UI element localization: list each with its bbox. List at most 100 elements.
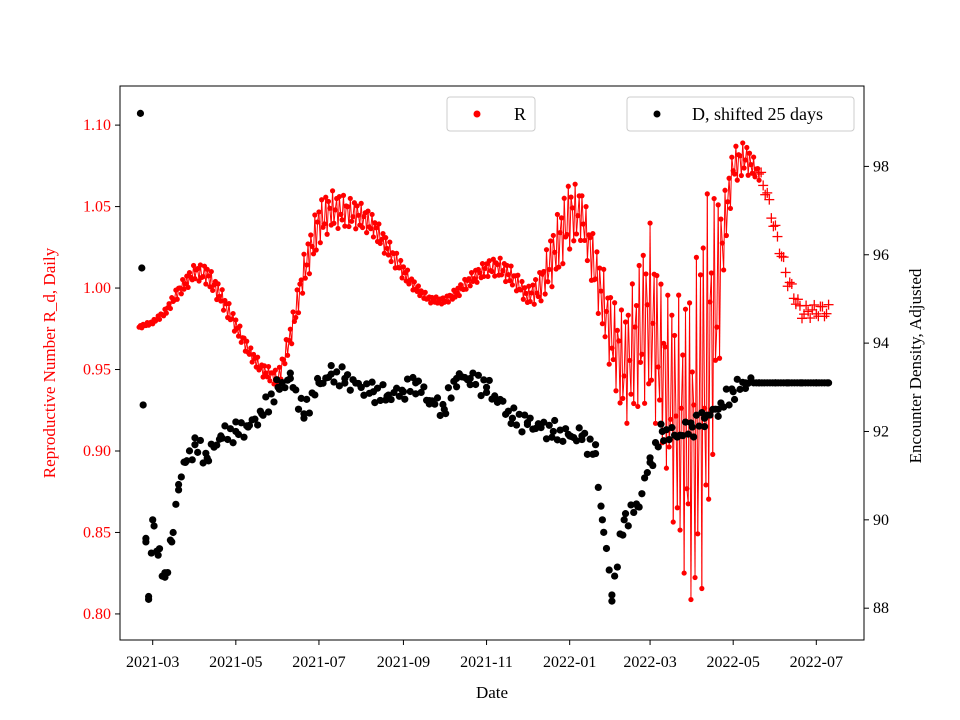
r-point [594,249,600,255]
d-point [218,434,226,442]
r-point [312,212,318,218]
d-point [551,416,559,425]
r-series-segment [367,211,370,227]
d-point [311,391,319,399]
d-point [436,411,444,420]
r-series-segment [338,196,342,215]
r-series-segment [655,275,658,424]
r-point [380,231,386,237]
left-y-tick-label: 1.05 [83,199,111,216]
d-point [147,549,155,557]
r-point [565,183,571,189]
r-series-segment [660,284,663,443]
d-point [549,427,557,436]
d-point [638,490,646,498]
d-point [303,395,311,403]
r-series-segment [344,205,347,227]
r-series-segment [678,295,681,531]
d-point [744,379,752,387]
r-series-segment [627,315,631,361]
r-series-segment [713,198,716,361]
d-point [621,510,630,518]
d-point [578,435,586,444]
d-point [681,418,690,426]
d-point [523,420,532,429]
r-series-segment [603,269,606,337]
d-point [504,407,512,415]
d-point [387,395,395,404]
d-point [720,403,728,411]
r-series-segment [315,221,319,251]
d-point [259,411,267,419]
d-point [439,400,447,409]
d-point [191,441,199,449]
r-series-segment [563,198,567,237]
d-point [654,443,662,451]
r-series-segment [649,223,652,381]
d-point [221,422,229,430]
d-point [474,371,482,379]
r-point [323,194,329,200]
r-point [192,276,198,282]
d-point [730,395,739,404]
d-point [646,454,654,462]
d-point [602,544,611,553]
d-point [393,384,401,392]
r-series-segment [574,184,577,234]
r-series-segment [720,219,723,244]
r-series-segment [581,195,584,225]
d-point [284,376,292,384]
d-point [360,391,368,399]
d-point [472,380,480,389]
r-point [249,359,255,365]
r-series-segment [298,284,301,313]
d-point [412,390,420,398]
d-point [526,414,534,422]
x-tick-label: 2021-05 [209,654,262,671]
r-point [647,220,653,226]
d-point [199,459,207,467]
legend-r-label: R [514,104,526,124]
r-point [340,192,347,198]
d-point [608,597,616,605]
x-axis-label: Date [476,683,508,702]
d-point [149,516,157,524]
r-series-segment [633,326,636,404]
d-point [267,390,275,398]
d-point [155,545,164,553]
r-series-segment [638,265,642,363]
r-series-segment [631,283,635,404]
d-point [545,421,553,429]
d-point [273,376,281,384]
left-y-tick-label: 0.85 [83,524,111,541]
d-point [540,418,548,426]
left-y-tick-label: 0.90 [83,443,111,460]
r-series-segment [735,146,738,181]
r-series-segment [492,259,496,277]
plot-area [120,86,864,640]
x-tick-label: 2022-07 [790,654,843,671]
d-point [185,447,194,455]
r-series-segment [724,190,727,236]
right-y-tick-label: 92 [873,423,889,440]
d-point [169,528,177,537]
d-point [174,480,183,489]
r-point [218,298,224,304]
r-series-segment [580,195,583,241]
d-point [620,516,628,524]
r-series-segment [645,273,648,305]
d-point [172,500,180,508]
d-point [444,384,452,392]
d-point [138,264,146,272]
right-y-tick-label: 88 [873,600,889,617]
r-point [744,144,750,151]
d-point [482,383,491,391]
r-series-segment [280,359,283,380]
d-point [346,386,354,394]
d-point [196,436,204,445]
r-series-segment [610,297,613,349]
d-point [237,419,245,427]
r-series-segment [551,235,554,287]
d-point [330,378,338,386]
r-series-segment [656,275,659,367]
